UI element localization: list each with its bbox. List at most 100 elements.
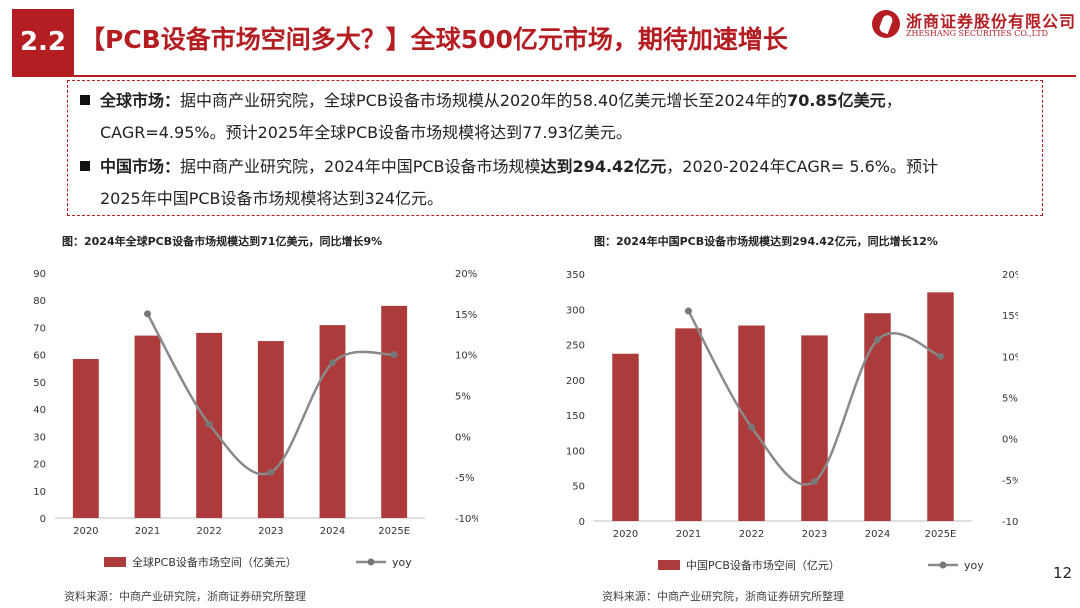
left-axis-tick-label: 0 — [40, 514, 46, 525]
global-pcb-equipment-chart: 0 10 20 30 40 50 60 70 80 90 -10% -5% 0% 5% 10% 15% 20% 2… — [33, 269, 478, 569]
bar — [864, 313, 891, 521]
logo-icon — [872, 10, 900, 38]
bar — [134, 335, 161, 518]
global-market-label: 全球市场： — [100, 91, 181, 110]
global-market-bullet: 全球市场：据中商产业研究院，全球PCB设备市场规模从2020年的58.40亿美元… — [80, 89, 902, 113]
yoy-point — [267, 468, 275, 476]
category-label: 2023 — [802, 529, 827, 540]
bar — [675, 328, 702, 521]
category-label: 2022 — [196, 526, 221, 537]
left-axis-tick-label: 20 — [33, 460, 46, 471]
left-axis-tick-label: 250 — [566, 341, 585, 352]
left-axis-tick-label: 70 — [33, 323, 46, 334]
global-market-highlight: 70.85亿美元 — [787, 91, 886, 110]
right-axis-tick-label: 15% — [455, 310, 477, 321]
bullet-square-icon — [80, 95, 90, 105]
right-axis-tick-label: -5% — [455, 473, 474, 484]
left-axis-tick-label: 350 — [566, 270, 585, 281]
china-chart-title: 图：2024年中国PCB设备市场规模达到294.42亿元，同比增长12% — [594, 235, 938, 248]
bar — [72, 359, 99, 518]
legend-line-label: yoy — [392, 556, 412, 569]
summary-box: 全球市场：据中商产业研究院，全球PCB设备市场规模从2020年的58.40亿美元… — [67, 80, 1043, 216]
legend-bar-label: 中国PCB设备市场空间（亿元） — [686, 558, 840, 572]
bar — [257, 341, 284, 518]
category-label: 2024 — [320, 526, 345, 537]
china-market-highlight: 达到294.42亿元 — [540, 157, 667, 176]
bar — [927, 292, 954, 521]
right-axis-tick-label: 20% — [1002, 270, 1018, 281]
logo-name-cn: 浙商证券股份有限公司 — [906, 12, 1077, 31]
yoy-point — [874, 336, 881, 344]
left-axis-tick-label: 300 — [566, 305, 585, 316]
global-market-text: 据中商产业研究院，全球PCB设备市场规模从2020年的58.40亿美元增长至20… — [180, 91, 788, 110]
right-axis-tick-label: 0% — [455, 432, 471, 443]
legend-bar-swatch — [658, 560, 680, 570]
left-axis-tick-label: 150 — [566, 411, 585, 422]
right-axis-tick-label: 0% — [1002, 435, 1018, 446]
yoy-point — [390, 351, 398, 359]
left-axis-tick-label: 50 — [572, 482, 585, 493]
bar — [738, 325, 765, 521]
category-label: 2025E — [925, 529, 957, 540]
right-axis-tick-label: 10% — [1002, 352, 1018, 363]
yoy-point — [937, 352, 944, 360]
china-pcb-equipment-chart: 0 50 100 150 200 250 300 350 -10% -5% 0% 5% 10% 15% 20… — [566, 270, 1018, 572]
legend-bar-label: 全球PCB设备市场空间（亿美元） — [132, 555, 297, 569]
bar — [801, 335, 828, 521]
page-title: 【PCB设备市场空间多大？】全球500亿元市场，期待加速增长 — [80, 25, 788, 54]
global-market-line2: CAGR=4.95%。预计2025年全球PCB设备市场规模将达到77.93亿美元… — [100, 123, 632, 142]
china-market-line2: 2025年中国PCB设备市场规模将达到324亿元。 — [100, 189, 444, 208]
left-axis-tick-label: 80 — [33, 296, 46, 307]
left-axis-tick-label: 100 — [566, 446, 585, 457]
legend-line-marker — [939, 561, 947, 569]
left-axis-tick-label: 0 — [579, 517, 585, 528]
legend-line-marker — [367, 558, 375, 566]
company-logo: 浙商证券股份有限公司 ZHESHANG SECURITIES CO.,LTD — [872, 8, 1075, 44]
left-axis-tick-label: 60 — [33, 351, 46, 362]
yoy-point — [205, 420, 213, 428]
category-label: 2025E — [378, 526, 410, 537]
legend-line-label: yoy — [964, 559, 984, 572]
yoy-point — [748, 423, 755, 431]
left-axis-tick-label: 90 — [33, 269, 46, 280]
category-label: 2022 — [739, 529, 764, 540]
bar — [612, 353, 639, 521]
right-axis-tick-label: 15% — [1002, 311, 1018, 322]
bar — [319, 325, 346, 518]
logo-name-en: ZHESHANG SECURITIES CO.,LTD — [906, 29, 1048, 38]
section-number: 2.2 — [12, 9, 74, 75]
left-axis-tick-label: 200 — [566, 376, 585, 387]
category-label: 2023 — [258, 526, 283, 537]
bar — [381, 305, 408, 518]
right-axis-tick-label: 10% — [455, 351, 477, 362]
right-axis-tick-label: -5% — [1002, 476, 1018, 487]
global-chart-source: 资料来源：中商产业研究院，浙商证券研究所整理 — [64, 590, 306, 603]
left-axis-tick-label: 10 — [33, 487, 46, 498]
right-axis-tick-label: -10% — [1002, 517, 1018, 528]
category-label: 2021 — [135, 526, 160, 537]
yoy-point — [811, 477, 818, 485]
left-axis-tick-label: 30 — [33, 432, 46, 443]
header-divider — [12, 75, 1076, 77]
category-label: 2024 — [865, 529, 890, 540]
page-number: 12 — [1053, 564, 1073, 582]
yoy-point — [144, 310, 151, 318]
category-label: 2020 — [73, 526, 98, 537]
yoy-point — [685, 307, 692, 315]
china-market-bullet: 中国市场：据中商产业研究院，2024年中国PCB设备市场规模达到294.42亿元… — [80, 155, 938, 179]
right-axis-tick-label: -10% — [455, 514, 478, 525]
left-axis-tick-label: 40 — [33, 405, 46, 416]
right-axis-tick-label: 20% — [455, 269, 477, 280]
china-market-text: 据中商产业研究院，2024年中国PCB设备市场规模 — [180, 157, 541, 176]
china-market-label: 中国市场： — [100, 157, 181, 176]
bullet-square-icon — [80, 161, 90, 171]
category-label: 2021 — [676, 529, 701, 540]
yoy-point — [329, 359, 336, 367]
category-label: 2020 — [613, 529, 638, 540]
left-axis-tick-label: 50 — [33, 378, 46, 389]
right-axis-tick-label: 5% — [1002, 394, 1018, 405]
global-chart-title: 图：2024年全球PCB设备市场规模达到71亿美元，同比增长9% — [62, 235, 383, 248]
right-axis-tick-label: 5% — [455, 392, 471, 403]
legend-bar-swatch — [104, 557, 126, 567]
china-chart-source: 资料来源：中商产业研究院，浙商证券研究所整理 — [602, 590, 844, 603]
